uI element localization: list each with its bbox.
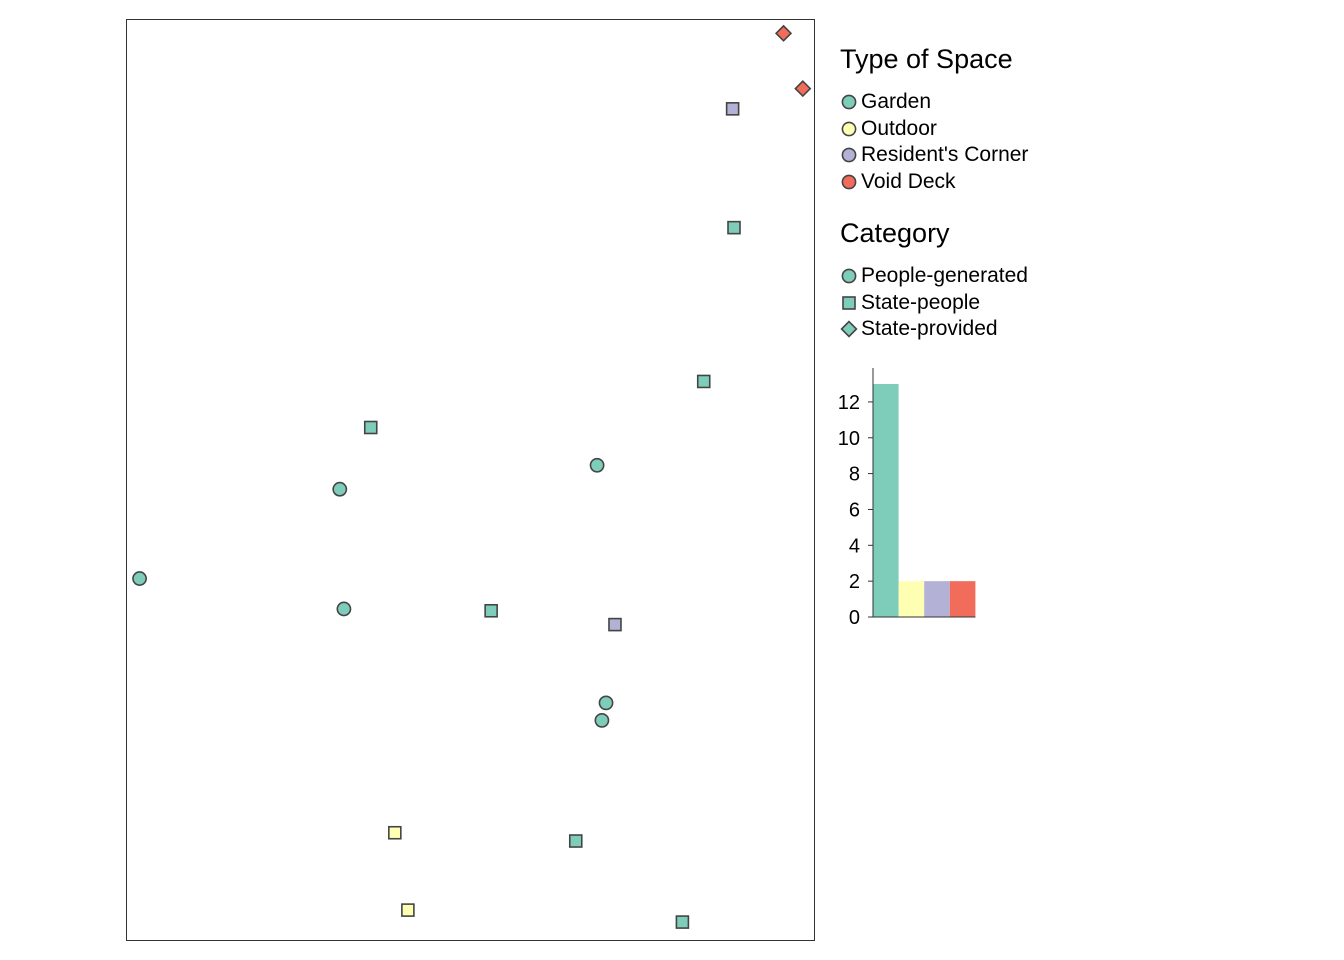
legend-key-icon bbox=[841, 94, 857, 110]
bar-resident-s-corner bbox=[924, 581, 950, 617]
legend-key-icon bbox=[841, 268, 857, 284]
legend-key-icon bbox=[840, 320, 858, 338]
legend-label: State-provided bbox=[861, 317, 998, 341]
bar-outdoor bbox=[898, 581, 925, 617]
legend-label: Void Deck bbox=[861, 170, 956, 194]
map-point-garden bbox=[132, 571, 147, 586]
bar-y-tick-label: 0 bbox=[849, 607, 860, 629]
map-point-garden bbox=[589, 457, 605, 473]
legend-label: State-people bbox=[861, 290, 981, 314]
legend-label: Outdoor bbox=[861, 116, 937, 140]
map-point-garden bbox=[696, 374, 711, 389]
map-point-garden bbox=[727, 220, 741, 235]
bar-garden bbox=[873, 384, 899, 617]
legend-category-state-people: State-people bbox=[840, 290, 980, 316]
map-point-garden bbox=[332, 481, 348, 497]
map-point-void-deck bbox=[774, 24, 793, 42]
map-point-outdoor bbox=[401, 903, 415, 917]
legend-label: Resident's Corner bbox=[861, 143, 1029, 167]
map-point-garden bbox=[598, 695, 614, 711]
legend-type-void-deck: Void Deck bbox=[840, 169, 956, 195]
bar-y-tick-label: 6 bbox=[849, 499, 860, 521]
legend-key-icon bbox=[841, 147, 857, 163]
map-points bbox=[132, 24, 812, 929]
bar-y-tick-label: 12 bbox=[838, 392, 860, 414]
map-point-garden bbox=[484, 603, 498, 618]
map-point-void-deck bbox=[794, 80, 812, 98]
bar-void-deck bbox=[949, 581, 976, 617]
bar-y-tick-label: 8 bbox=[849, 464, 860, 486]
legend-category-people-generated: People-generated bbox=[840, 263, 1028, 289]
map-point-garden bbox=[336, 601, 352, 617]
legend-key-icon bbox=[841, 174, 857, 190]
bar-y-tick-label: 2 bbox=[849, 571, 860, 593]
legend-category-title: Category bbox=[840, 218, 950, 248]
legend-type-title: Type of Space bbox=[840, 44, 1013, 74]
bar-chart-y-axis: 0 2 4 6 8 10 12 bbox=[838, 368, 976, 629]
map-point-garden bbox=[568, 834, 583, 848]
map-point-garden bbox=[675, 915, 690, 929]
bar-y-tick-label: 4 bbox=[849, 535, 860, 557]
legend-label: Garden bbox=[861, 90, 932, 113]
bar-chart-bars bbox=[873, 384, 976, 617]
bar-y-tick-label: 10 bbox=[838, 428, 860, 450]
legend-label: People-generated bbox=[861, 264, 1028, 287]
legend-type-garden: Garden bbox=[840, 89, 931, 115]
map-point-resident-s-corner bbox=[608, 617, 622, 632]
map-point-outdoor bbox=[388, 825, 402, 840]
legend-category-state-provided: State-provided bbox=[840, 316, 998, 342]
legend-type-outdoor: Outdoor bbox=[840, 116, 937, 142]
legend-key-icon bbox=[841, 121, 857, 137]
legend-type-resident-s-corner: Resident's Corner bbox=[840, 142, 1028, 168]
map-point-resident-s-corner bbox=[725, 102, 740, 116]
legend-key-icon bbox=[842, 295, 856, 310]
map-frame bbox=[126, 19, 815, 941]
map-point-garden bbox=[363, 420, 378, 435]
map-point-garden bbox=[594, 712, 610, 728]
